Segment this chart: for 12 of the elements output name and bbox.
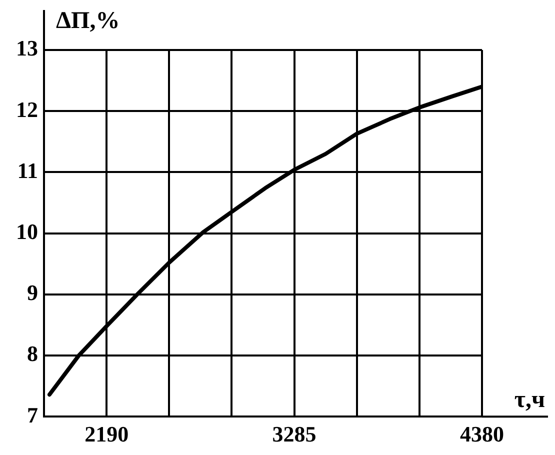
x-tick-label: 4380 <box>460 421 504 446</box>
y-tick-label: 9 <box>27 280 38 306</box>
y-tick-label: 13 <box>16 36 38 61</box>
x-axis-title: τ,ч <box>514 386 545 413</box>
x-tick-label: 3285 <box>272 421 316 446</box>
y-tick-label: 8 <box>27 341 38 366</box>
y-axis-title: ΔΠ,% <box>56 8 120 34</box>
x-tick-label: 2190 <box>84 421 129 446</box>
y-tick-label: 11 <box>17 158 38 183</box>
y-tick-label: 10 <box>16 218 38 244</box>
y-tick-label: 7 <box>27 402 38 428</box>
y-tick-label: 12 <box>16 96 38 122</box>
